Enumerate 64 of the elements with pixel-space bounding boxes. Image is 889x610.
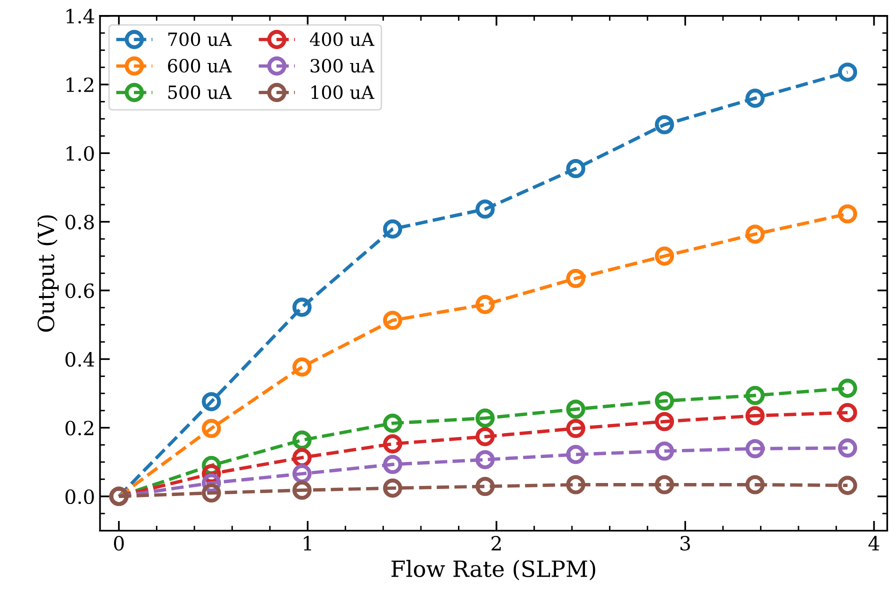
point [745, 386, 765, 406]
legend-label: 100 uA [312, 85, 374, 100]
point [476, 408, 495, 428]
point [838, 403, 858, 422]
point [838, 438, 858, 458]
point [654, 412, 674, 432]
point [566, 475, 586, 494]
y-tick-label: 0.4 [66, 352, 94, 367]
point [745, 475, 765, 494]
x-tick-label: 0 [114, 536, 124, 551]
y-tick-label: 1.4 [66, 8, 94, 24]
point [838, 378, 858, 398]
legend-label: 300 uA [310, 58, 374, 73]
point [566, 444, 586, 464]
point [202, 392, 221, 412]
point [838, 204, 858, 224]
point [292, 357, 312, 377]
point [745, 224, 765, 244]
point [654, 441, 674, 461]
point [654, 475, 674, 494]
point [566, 268, 586, 288]
point [202, 418, 221, 438]
point [383, 434, 402, 454]
y-tick-label: 0.0 [66, 489, 94, 504]
y-tick-label: 0.6 [66, 283, 94, 298]
x-tick-label: 3 [680, 536, 690, 551]
point [383, 454, 402, 474]
point [476, 427, 495, 446]
point [476, 294, 495, 314]
y-tick-label: 0.8 [66, 214, 94, 230]
point [476, 476, 495, 496]
point [654, 115, 674, 134]
point [745, 88, 765, 108]
x-tick-label: 2 [492, 536, 501, 550]
point [476, 450, 495, 470]
point [838, 476, 858, 495]
legend-label: 700 uA [168, 32, 232, 46]
legend-label: 600 uA [168, 58, 232, 73]
y-axis-title: Output (V) [37, 215, 59, 332]
point [654, 246, 674, 266]
y-tick-label: 1.0 [66, 146, 94, 161]
point [383, 478, 402, 498]
point [383, 219, 402, 239]
y-tick-label: 0.2 [66, 420, 94, 436]
y-tick-label: 1.2 [66, 77, 94, 92]
point [566, 418, 586, 438]
point [745, 406, 765, 426]
point [292, 480, 312, 500]
point [202, 483, 221, 503]
x-tick-label: 1 [304, 536, 312, 550]
point [383, 310, 402, 330]
legend-label: 400 uA [310, 32, 374, 46]
point [292, 430, 312, 450]
point [383, 414, 402, 433]
point [292, 298, 312, 317]
point [476, 200, 495, 219]
point [838, 62, 858, 82]
legend-label: 500 uA [168, 85, 232, 100]
point [654, 391, 674, 411]
point [566, 159, 586, 178]
x-tick-label: 4 [868, 536, 880, 550]
point [745, 439, 765, 458]
point [566, 400, 586, 419]
x-axis-title: Flow Rate (SLPM) [392, 560, 596, 580]
